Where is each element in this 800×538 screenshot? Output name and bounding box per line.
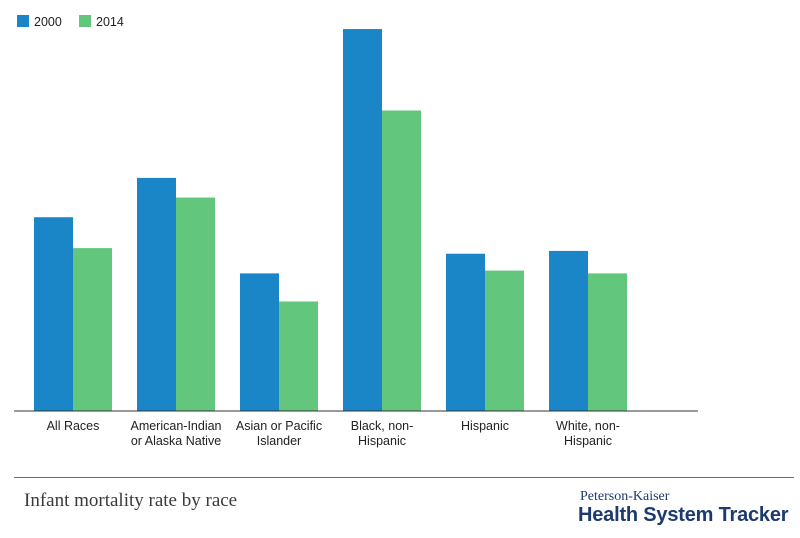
footer-divider (14, 477, 794, 478)
bar-2014-4 (485, 270, 524, 411)
category-label-2: Asian or Pacific Islander (236, 419, 322, 448)
bar-2014-5 (588, 273, 627, 411)
category-label-1: American-Indian or Alaska Native (130, 419, 221, 448)
bar-2014-0 (73, 248, 112, 411)
legend-label-2014: 2014 (96, 15, 124, 29)
category-label-3: Black, non-Hispanic (351, 419, 414, 448)
bar-2000-1 (137, 177, 176, 411)
legend: 2000 2014 (17, 15, 124, 29)
category-labels: All Races American-Indian or Alaska Native… (47, 419, 620, 448)
bar-2014-1 (176, 197, 215, 411)
brand-logo-main: Health System Tracker (578, 504, 789, 526)
bar-2000-5 (549, 250, 588, 411)
bar-2000-2 (240, 273, 279, 411)
bar-2014-2 (279, 301, 318, 411)
category-label-5: White, non-Hispanic (556, 419, 620, 448)
legend-swatch-2000 (17, 15, 29, 27)
bar-chart: 2000 2014 All Races American-Indian or Alas… (14, 15, 698, 448)
category-label-4: Hispanic (461, 419, 509, 433)
bar-2000-3 (343, 29, 382, 412)
category-label-0: All Races (47, 419, 100, 433)
bar-2014-3 (382, 110, 421, 411)
bar-2000-4 (446, 253, 485, 411)
legend-swatch-2014 (79, 15, 91, 27)
brand-logo-top: Peterson-Kaiser (580, 489, 670, 504)
bars (34, 29, 627, 412)
chart-title: Infant mortality rate by race (24, 490, 238, 511)
bar-2000-0 (34, 217, 73, 411)
legend-label-2000: 2000 (34, 15, 62, 29)
